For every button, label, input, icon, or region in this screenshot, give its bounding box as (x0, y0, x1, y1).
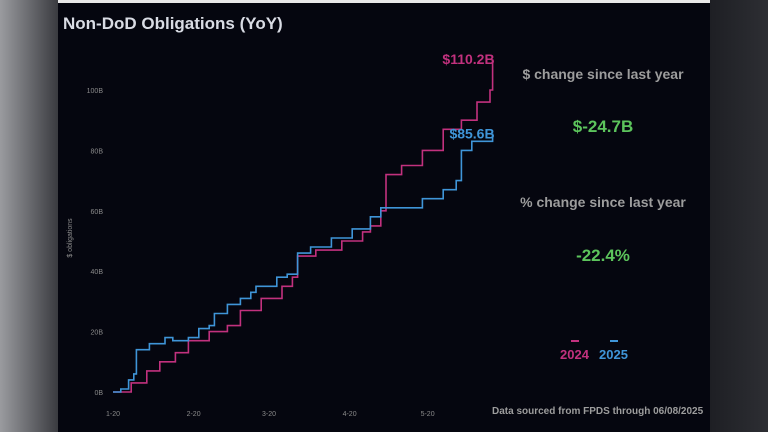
background-right (710, 0, 768, 432)
background-left (0, 0, 58, 432)
pct-change-value: -22.4% (576, 246, 630, 265)
legend-label-2024: 2024 (560, 347, 589, 362)
chart-title: Non-DoD Obligations (YoY) (63, 14, 283, 33)
x-tick-label: 3-20 (262, 411, 276, 418)
x-tick-label: 5-20 (421, 411, 435, 418)
y-tick-label: 100B (87, 88, 104, 95)
legend-swatch-2025 (610, 340, 618, 342)
pct-change-label: % change since last year (520, 194, 686, 210)
x-tick-label: 2-20 (187, 411, 201, 418)
y-tick-label: 40B (91, 269, 104, 276)
legend-swatch-2024 (571, 340, 579, 342)
series-line-2025 (113, 133, 494, 393)
chart-panel (58, 0, 710, 432)
y-tick-label: 0B (94, 390, 103, 397)
data-source-footnote: Data sourced from FPDS through 06/08/202… (492, 406, 704, 417)
end-label-2025: $85.6B (449, 125, 494, 141)
series-line-2024 (113, 59, 494, 393)
end-label-2024: $110.2B (442, 51, 494, 67)
x-tick-label: 4-20 (343, 411, 357, 418)
legend-label-2025: 2025 (599, 347, 628, 362)
y-tick-label: 20B (91, 330, 104, 337)
dollar-change-value: $-24.7B (572, 117, 634, 136)
y-axis-label: $ obligations (67, 218, 74, 258)
y-tick-label: 60B (91, 209, 104, 216)
y-tick-label: 80B (91, 148, 104, 155)
x-tick-label: 1-20 (106, 411, 120, 418)
dollar-change-label: $ change since last year (522, 66, 684, 82)
